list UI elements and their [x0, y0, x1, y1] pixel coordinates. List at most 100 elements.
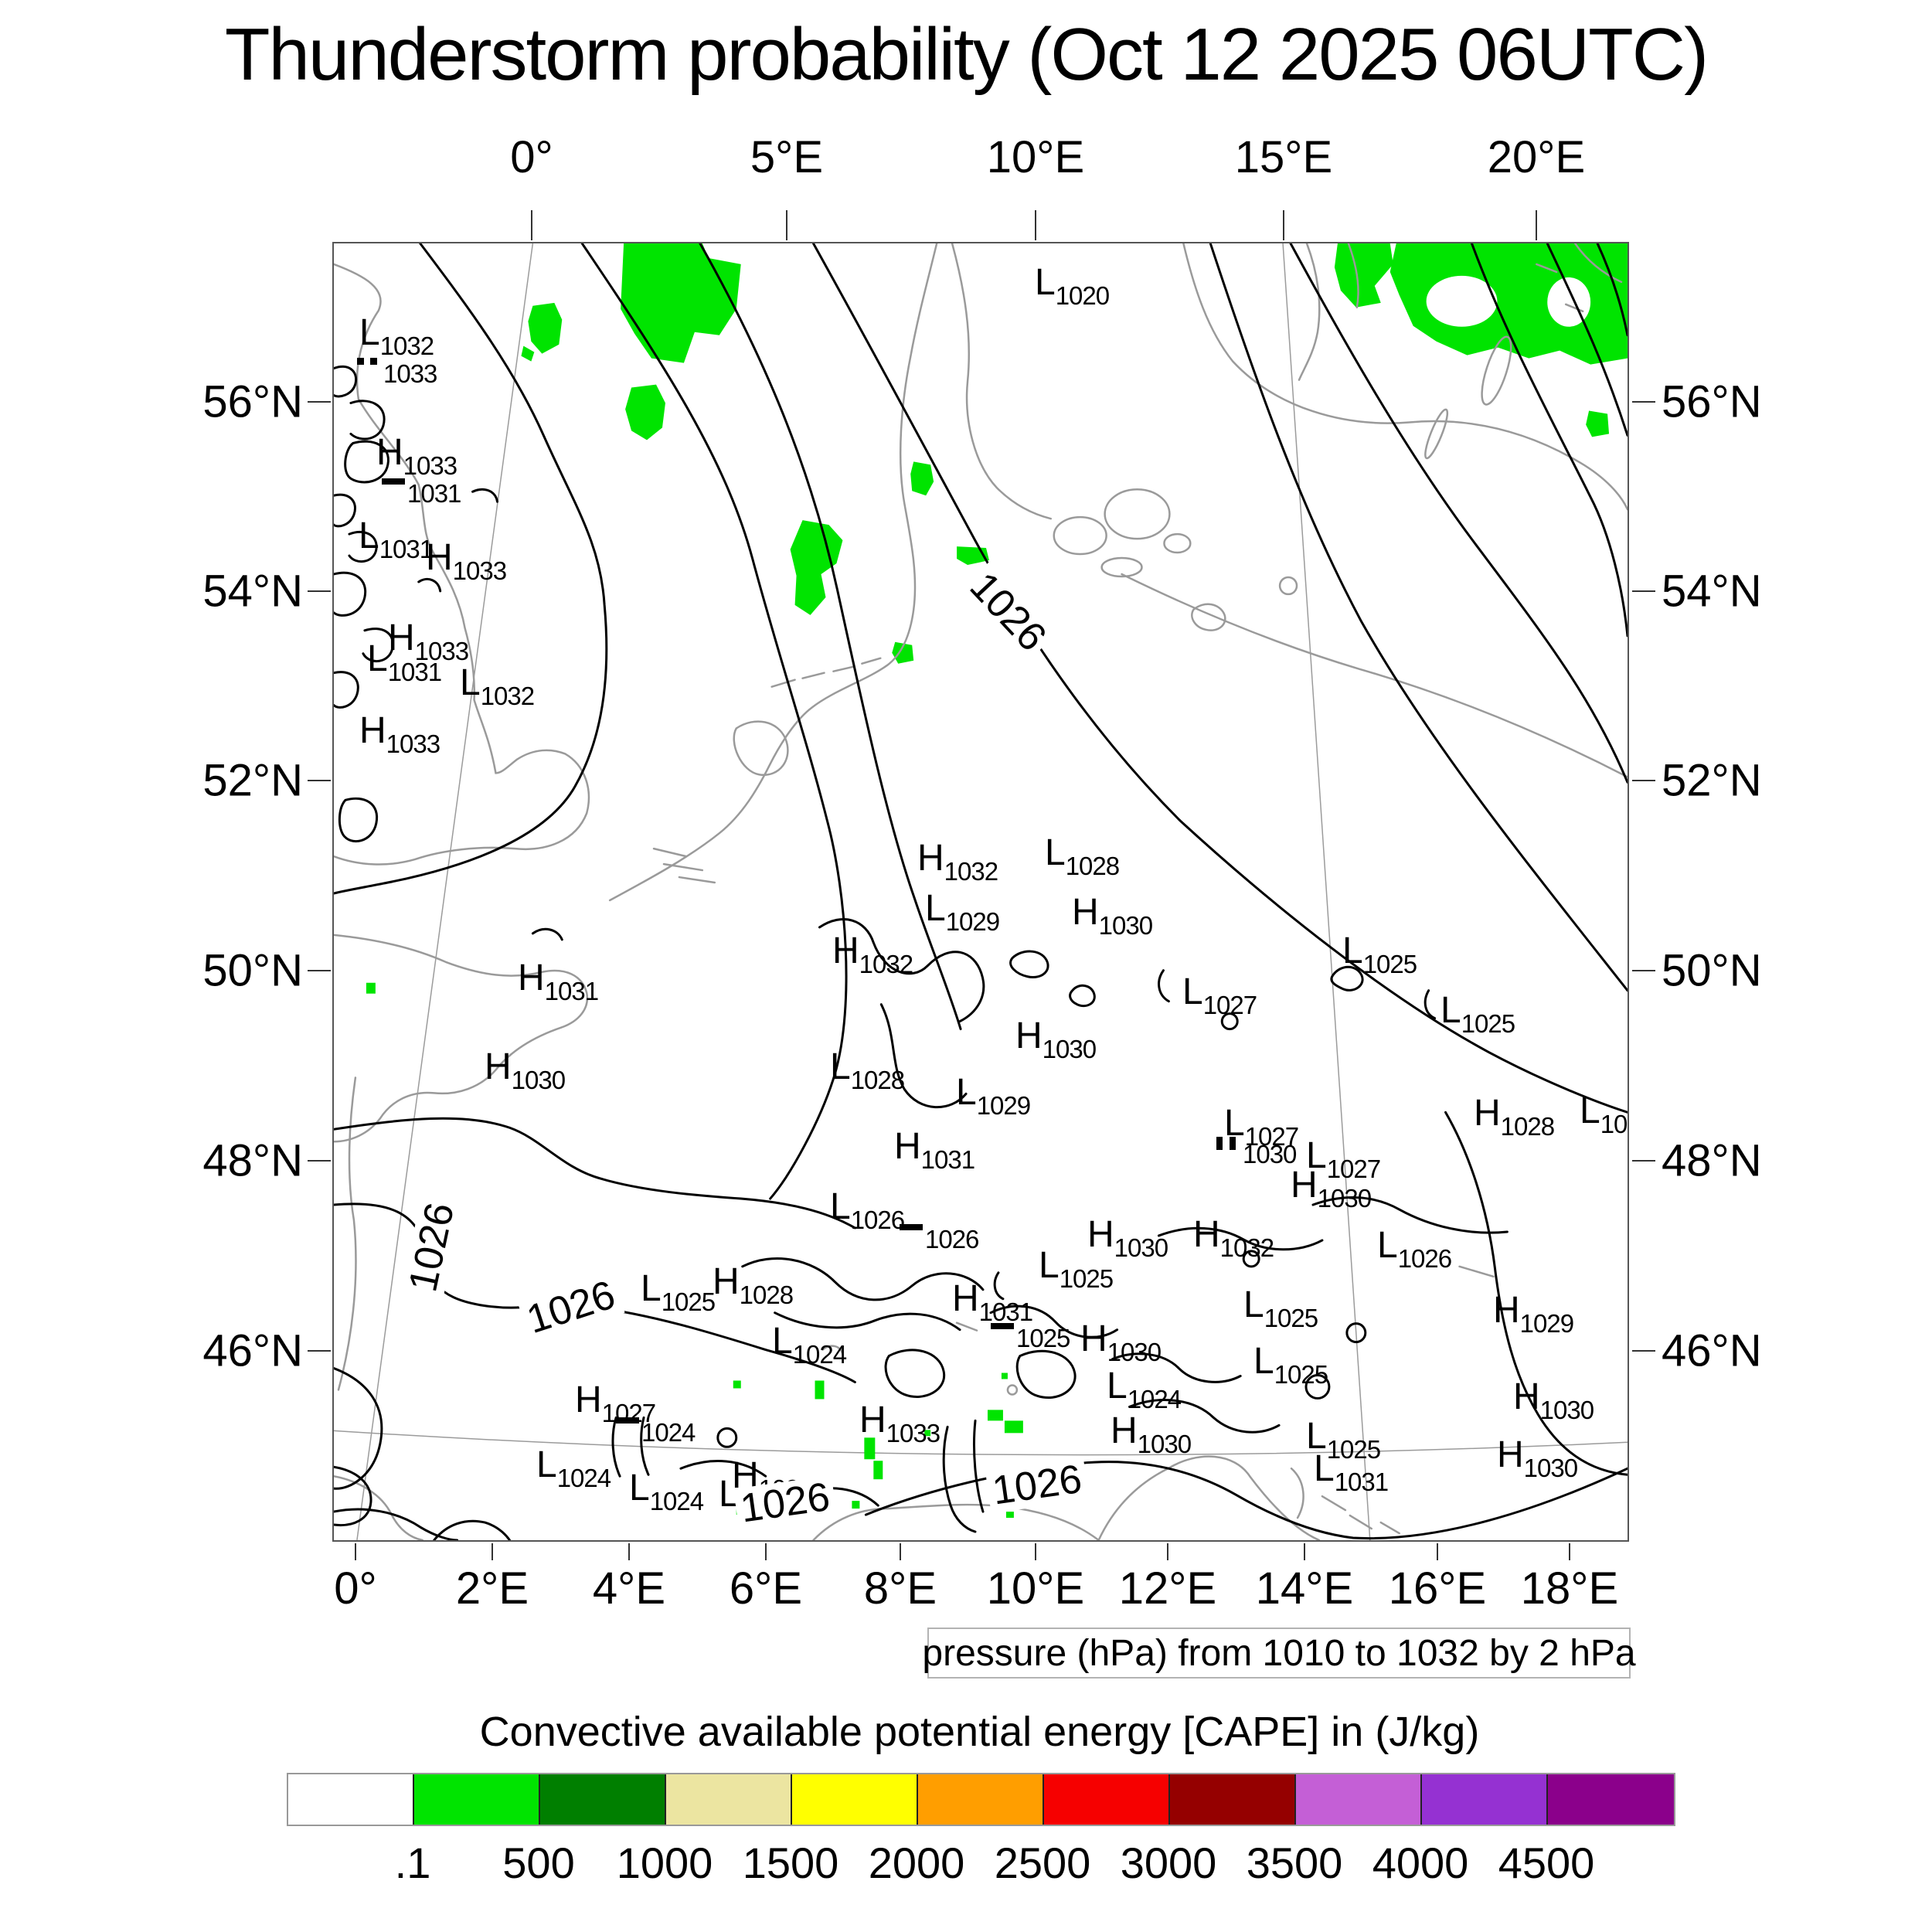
pressure-value: 1030 [1243, 1140, 1297, 1168]
isobar-squiggle [774, 1311, 961, 1332]
pressure-letter: L [1224, 1103, 1245, 1144]
low-pressure-label: L1024 [536, 1447, 611, 1492]
low-pressure-label: L1025 [1039, 1247, 1114, 1292]
low-pressure-label: L1026 [1377, 1227, 1452, 1272]
isobar [1444, 1111, 1628, 1476]
cape-area [1485, 319, 1498, 332]
cape-area [1004, 1420, 1023, 1434]
pressure-letter: H [575, 1379, 602, 1420]
colorbar-segment [1422, 1774, 1548, 1825]
pressure-letter: L [1253, 1341, 1274, 1382]
coast-adriatic [1097, 1455, 1321, 1540]
parallel-45N [334, 1430, 1628, 1456]
pressure-letter: L [830, 1046, 851, 1087]
pressure-value: 1031 [387, 658, 442, 686]
contour-dash-mark [991, 1323, 1014, 1329]
coast-france-north [334, 934, 589, 1143]
pressure-value: 1031 [978, 1298, 1033, 1326]
pressure-value: 1029 [976, 1091, 1031, 1120]
axis-label-top: 0° [510, 132, 553, 182]
pressure-value: 1029 [945, 907, 1000, 936]
high-pressure-label: H1030 [1087, 1216, 1168, 1261]
pressure-value: 1028 [1500, 1112, 1555, 1141]
pressure-letter: H [894, 1126, 921, 1167]
isobar-squiggle [1311, 1196, 1509, 1234]
axis-label-left: 50°N [202, 945, 303, 996]
axis-label-bottom: 14°E [1255, 1563, 1354, 1614]
cape-area [815, 1380, 825, 1400]
low-pressure-label: L1029 [925, 890, 1000, 935]
coast-biscay [337, 1077, 357, 1391]
axis-tick-bottom [1304, 1543, 1305, 1560]
axis-tick-left [308, 970, 331, 971]
pressure-letter: L [359, 312, 380, 353]
cape-area [1586, 410, 1610, 437]
pressure-letter: H [1513, 1376, 1540, 1417]
colorbar-title: Convective available potential energy [C… [479, 1709, 1480, 1755]
axis-label-right: 56°N [1662, 376, 1762, 427]
pressure-value: 1029 [1519, 1309, 1574, 1338]
low-pressure-label: L1020 [1035, 262, 1110, 309]
axis-label-top: 10°E [986, 132, 1085, 182]
axis-label-bottom: 16°E [1388, 1563, 1487, 1614]
isobar-frag [417, 577, 442, 593]
axis-tick-bottom [628, 1543, 630, 1560]
isobar-frag [334, 1465, 372, 1527]
pressure-value: 1024 [649, 1487, 704, 1515]
pressure-value: 1033 [452, 556, 507, 585]
cape-area [1001, 1372, 1008, 1379]
low-pressure-label: L1025 [1243, 1287, 1318, 1332]
colorbar-segment [1044, 1774, 1170, 1825]
axis-tick-right [1632, 1350, 1655, 1352]
pressure-letter: L [359, 515, 379, 556]
axis-tick-left [308, 590, 331, 592]
pressure-center-labels: L1032 1033 H1033 1031 L1031 H1033 H1033 L1031 L1… [334, 243, 1628, 1540]
isobar-loop [884, 1349, 946, 1398]
contour-dot-mark [370, 358, 377, 365]
low-pressure-label: L1031 [359, 515, 434, 563]
axis-label-bottom: 6°E [729, 1563, 803, 1614]
pressure-letter: H [1111, 1410, 1138, 1451]
cape-area [864, 1437, 876, 1460]
pressure-value: 1032 [1219, 1233, 1274, 1262]
pressure-letter: L [1035, 262, 1056, 303]
contour-dot-mark [357, 358, 364, 365]
cape-area [521, 345, 535, 362]
high-pressure-label: H1033 [376, 434, 457, 479]
pressure-value: 1025 [661, 1287, 716, 1316]
coast-island [1163, 532, 1192, 554]
isobar-loop [349, 400, 386, 440]
pressure-value: 1024 [556, 1464, 611, 1492]
coast-oslofjord [1298, 243, 1359, 381]
axis-tick-top [531, 210, 532, 240]
pressure-value: 1031 [920, 1145, 975, 1174]
colorbar-tick-label: 3000 [1120, 1838, 1217, 1887]
axis-tick-right [1632, 780, 1655, 781]
contour-tick-mark [1230, 1137, 1236, 1150]
pressure-letter: H [1072, 892, 1099, 933]
cape-area [621, 243, 741, 363]
isobar-squiggle [818, 918, 985, 1023]
coast-italy-po [812, 1503, 1100, 1540]
pressure-letter: H [518, 957, 545, 998]
axis-tick-left [308, 1160, 331, 1162]
coast-istria [1290, 1467, 1400, 1535]
pressure-value: 1032 [859, 950, 913, 978]
contour-value-label: 1026 [900, 1216, 979, 1252]
coast-gotland [1481, 335, 1512, 406]
pressure-value: 1027 [1244, 1122, 1299, 1151]
page-title: Thunderstorm probability (Oct 12 2025 06… [224, 13, 1709, 96]
isobar-loop [1009, 950, 1049, 979]
isobar-loop [1345, 1322, 1367, 1344]
coast-bornholm [1278, 576, 1298, 596]
pressure-letter: L [460, 662, 481, 703]
high-pressure-label: H1028 [1474, 1095, 1555, 1140]
isobar-loop [334, 671, 359, 709]
isobar [334, 1117, 856, 1230]
isobar [1546, 243, 1628, 437]
axis-label-bottom: 0° [334, 1563, 377, 1614]
low-pressure-label: L1027 [1182, 974, 1257, 1019]
low-pressure-label: L1032 [460, 662, 535, 709]
isobar-squiggle [879, 1003, 968, 1109]
